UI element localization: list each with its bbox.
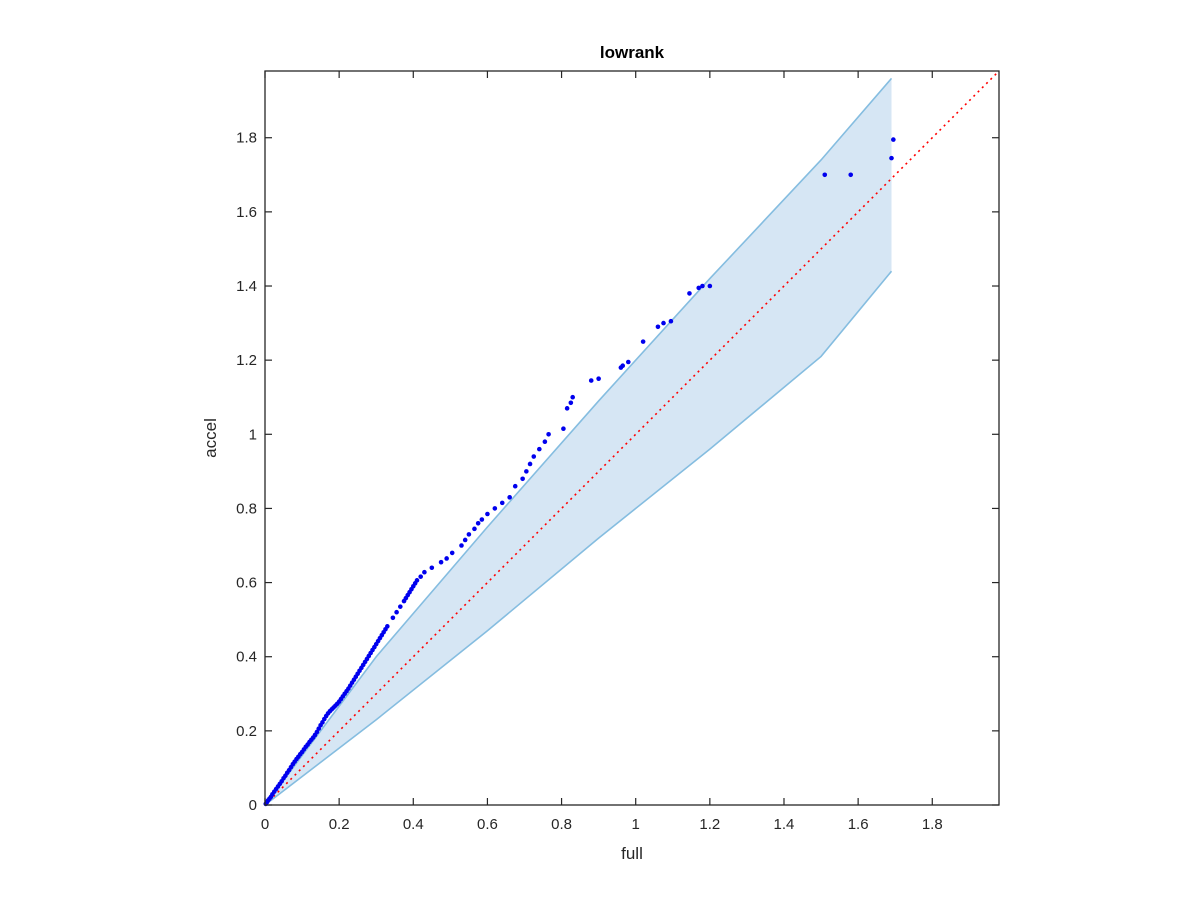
x-axis-label: full — [621, 844, 643, 863]
x-tick-label: 1.4 — [774, 816, 795, 833]
data-point — [822, 172, 828, 178]
x-tick-label: 0.2 — [329, 816, 350, 833]
data-point — [655, 324, 661, 330]
data-point — [696, 285, 702, 291]
data-point — [499, 500, 505, 506]
y-tick-label: 0.6 — [236, 575, 257, 592]
data-point — [422, 569, 427, 575]
data-point — [848, 172, 854, 178]
data-point — [414, 578, 420, 583]
data-point — [891, 137, 896, 142]
data-point — [537, 446, 542, 452]
data-point — [668, 318, 674, 324]
data-point — [546, 431, 551, 437]
data-point — [661, 320, 666, 326]
data-point — [570, 394, 575, 400]
data-point — [542, 439, 548, 445]
data-point — [472, 526, 477, 532]
data-point — [459, 543, 464, 548]
data-point — [625, 359, 631, 365]
y-axis-label: accel — [201, 418, 220, 458]
x-tick-label: 1.8 — [922, 816, 943, 833]
confidence-band-fill — [265, 78, 892, 806]
data-point — [520, 476, 525, 482]
y-tick-label: 0 — [249, 797, 257, 814]
data-point — [475, 520, 481, 526]
data-point — [492, 506, 498, 511]
y-tick-label: 1 — [249, 426, 257, 443]
data-point — [398, 604, 403, 609]
confidence-band-lower-edge — [264, 270, 893, 806]
data-point — [527, 461, 533, 467]
data-point — [568, 400, 574, 406]
x-tick-label: 0.8 — [551, 816, 572, 833]
y-tick-label: 0.8 — [236, 500, 257, 517]
data-point — [512, 483, 518, 489]
data-point — [449, 550, 455, 556]
data-point — [385, 624, 390, 629]
data-point — [687, 291, 692, 296]
x-tick-label: 1.2 — [699, 816, 720, 833]
chart-title: lowrank — [600, 43, 665, 62]
data-point — [707, 283, 713, 289]
data-point — [561, 426, 566, 432]
data-point — [588, 378, 594, 383]
axes: 0 0.2 0.4 0.6 0.8 1 1.2 1.4 1.6 1.8 0 0.2 0.4 0.6 0.8 1… — [236, 70, 1000, 833]
confidence-band-upper-edge — [264, 77, 893, 806]
x-tick-label: 0.6 — [477, 816, 498, 833]
y-tick-label: 0.2 — [236, 723, 257, 740]
data-point — [700, 283, 705, 289]
plot-area — [263, 70, 1000, 807]
y-tick-label: 1.2 — [236, 352, 257, 369]
y-tick-label: 1.8 — [236, 130, 257, 147]
data-point — [466, 532, 472, 537]
reference-line — [264, 70, 1000, 806]
data-point — [507, 495, 512, 500]
x-tick-label: 1.6 — [848, 816, 869, 833]
x-tick-label: 0.4 — [403, 816, 424, 833]
y-tick-label: 1.4 — [236, 278, 257, 295]
data-point — [596, 376, 601, 381]
data-point — [418, 574, 423, 579]
data-point — [524, 469, 529, 474]
data-point — [444, 556, 449, 561]
axes-box — [264, 70, 1000, 806]
data-point — [640, 339, 646, 344]
x-tick-label: 0 — [261, 816, 269, 833]
x-tick-label: 1 — [632, 816, 640, 833]
data-point — [620, 363, 626, 369]
data-point — [394, 609, 399, 615]
y-tick-label: 1.6 — [236, 204, 257, 221]
data-point — [390, 615, 396, 621]
data-point — [889, 155, 894, 161]
data-point — [462, 537, 468, 543]
data-point — [479, 517, 485, 522]
data-point — [438, 559, 444, 565]
data-point — [564, 406, 570, 411]
y-tick-label: 0.4 — [236, 649, 257, 666]
data-point — [531, 454, 537, 459]
data-point — [485, 511, 490, 517]
data-point — [429, 565, 435, 571]
